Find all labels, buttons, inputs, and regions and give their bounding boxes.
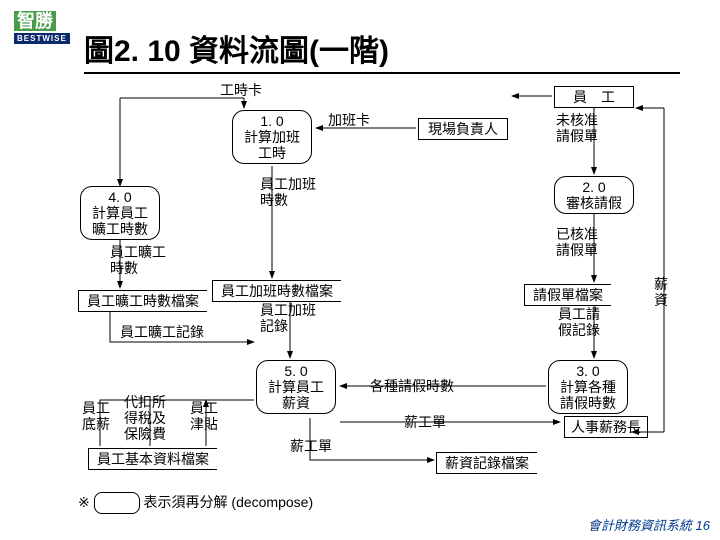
label-payslip2: 薪工單 (290, 438, 332, 454)
label-idle-hours: 員工曠工 時數 (110, 244, 166, 276)
process-1: 1. 0 計算加班 工時 (232, 110, 312, 164)
process-3: 3. 0 計算各種 請假時數 (548, 360, 628, 414)
label-overtime-card: 加班卡 (328, 112, 370, 128)
datastore-idle-hours: 員工曠工時數檔案 (78, 290, 207, 312)
label-leave-rec: 員工請 假記錄 (558, 306, 600, 338)
entity-hr-manager: 人事薪務長 (564, 416, 648, 438)
datastore-payroll-rec: 薪資記錄檔案 (436, 452, 537, 474)
label-req-types: 各種請假時數 (370, 378, 454, 394)
datastore-emp-basic: 員工基本資料檔案 (88, 448, 217, 470)
process-5: 5. 0 計算員工 薪資 (256, 360, 336, 414)
legend-shape (94, 492, 140, 514)
datastore-leave: 請假單檔案 (524, 284, 611, 306)
label-payslip1: 薪工單 (404, 414, 446, 430)
label-unapproved: 未核准 請假單 (556, 112, 598, 144)
label-idle-rec: 員工曠工記錄 (120, 324, 204, 340)
label-payroll-side: 薪 資 (654, 276, 668, 308)
label-approved: 已核准 請假單 (556, 226, 598, 258)
label-ded1: 員工 底薪 (82, 400, 110, 432)
label-ded2: 代扣所 得稅及 保險費 (124, 394, 166, 442)
label-ot-hours: 員工加班 時數 (260, 176, 316, 208)
datastore-overtime-hours: 員工加班時數檔案 (212, 280, 341, 302)
logo: 智勝 BESTWISE (12, 6, 72, 45)
entity-supervisor: 現場負責人 (418, 118, 508, 140)
process-2: 2. 0 審核請假 (554, 176, 634, 214)
entity-employee: 員 工 (554, 86, 634, 108)
label-timecard: 工時卡 (220, 82, 262, 98)
label-ded3: 員工 津貼 (190, 400, 218, 432)
legend: ※ 表示須再分解 (decompose) (78, 492, 313, 514)
page-title: 圖2. 10 資料流圖(一階) (84, 26, 680, 74)
footer: 會計財務資訊系統 16 (588, 515, 710, 534)
label-ot-rec: 員工加班 記錄 (260, 302, 316, 334)
process-4: 4. 0 計算員工 曠工時數 (80, 186, 160, 240)
